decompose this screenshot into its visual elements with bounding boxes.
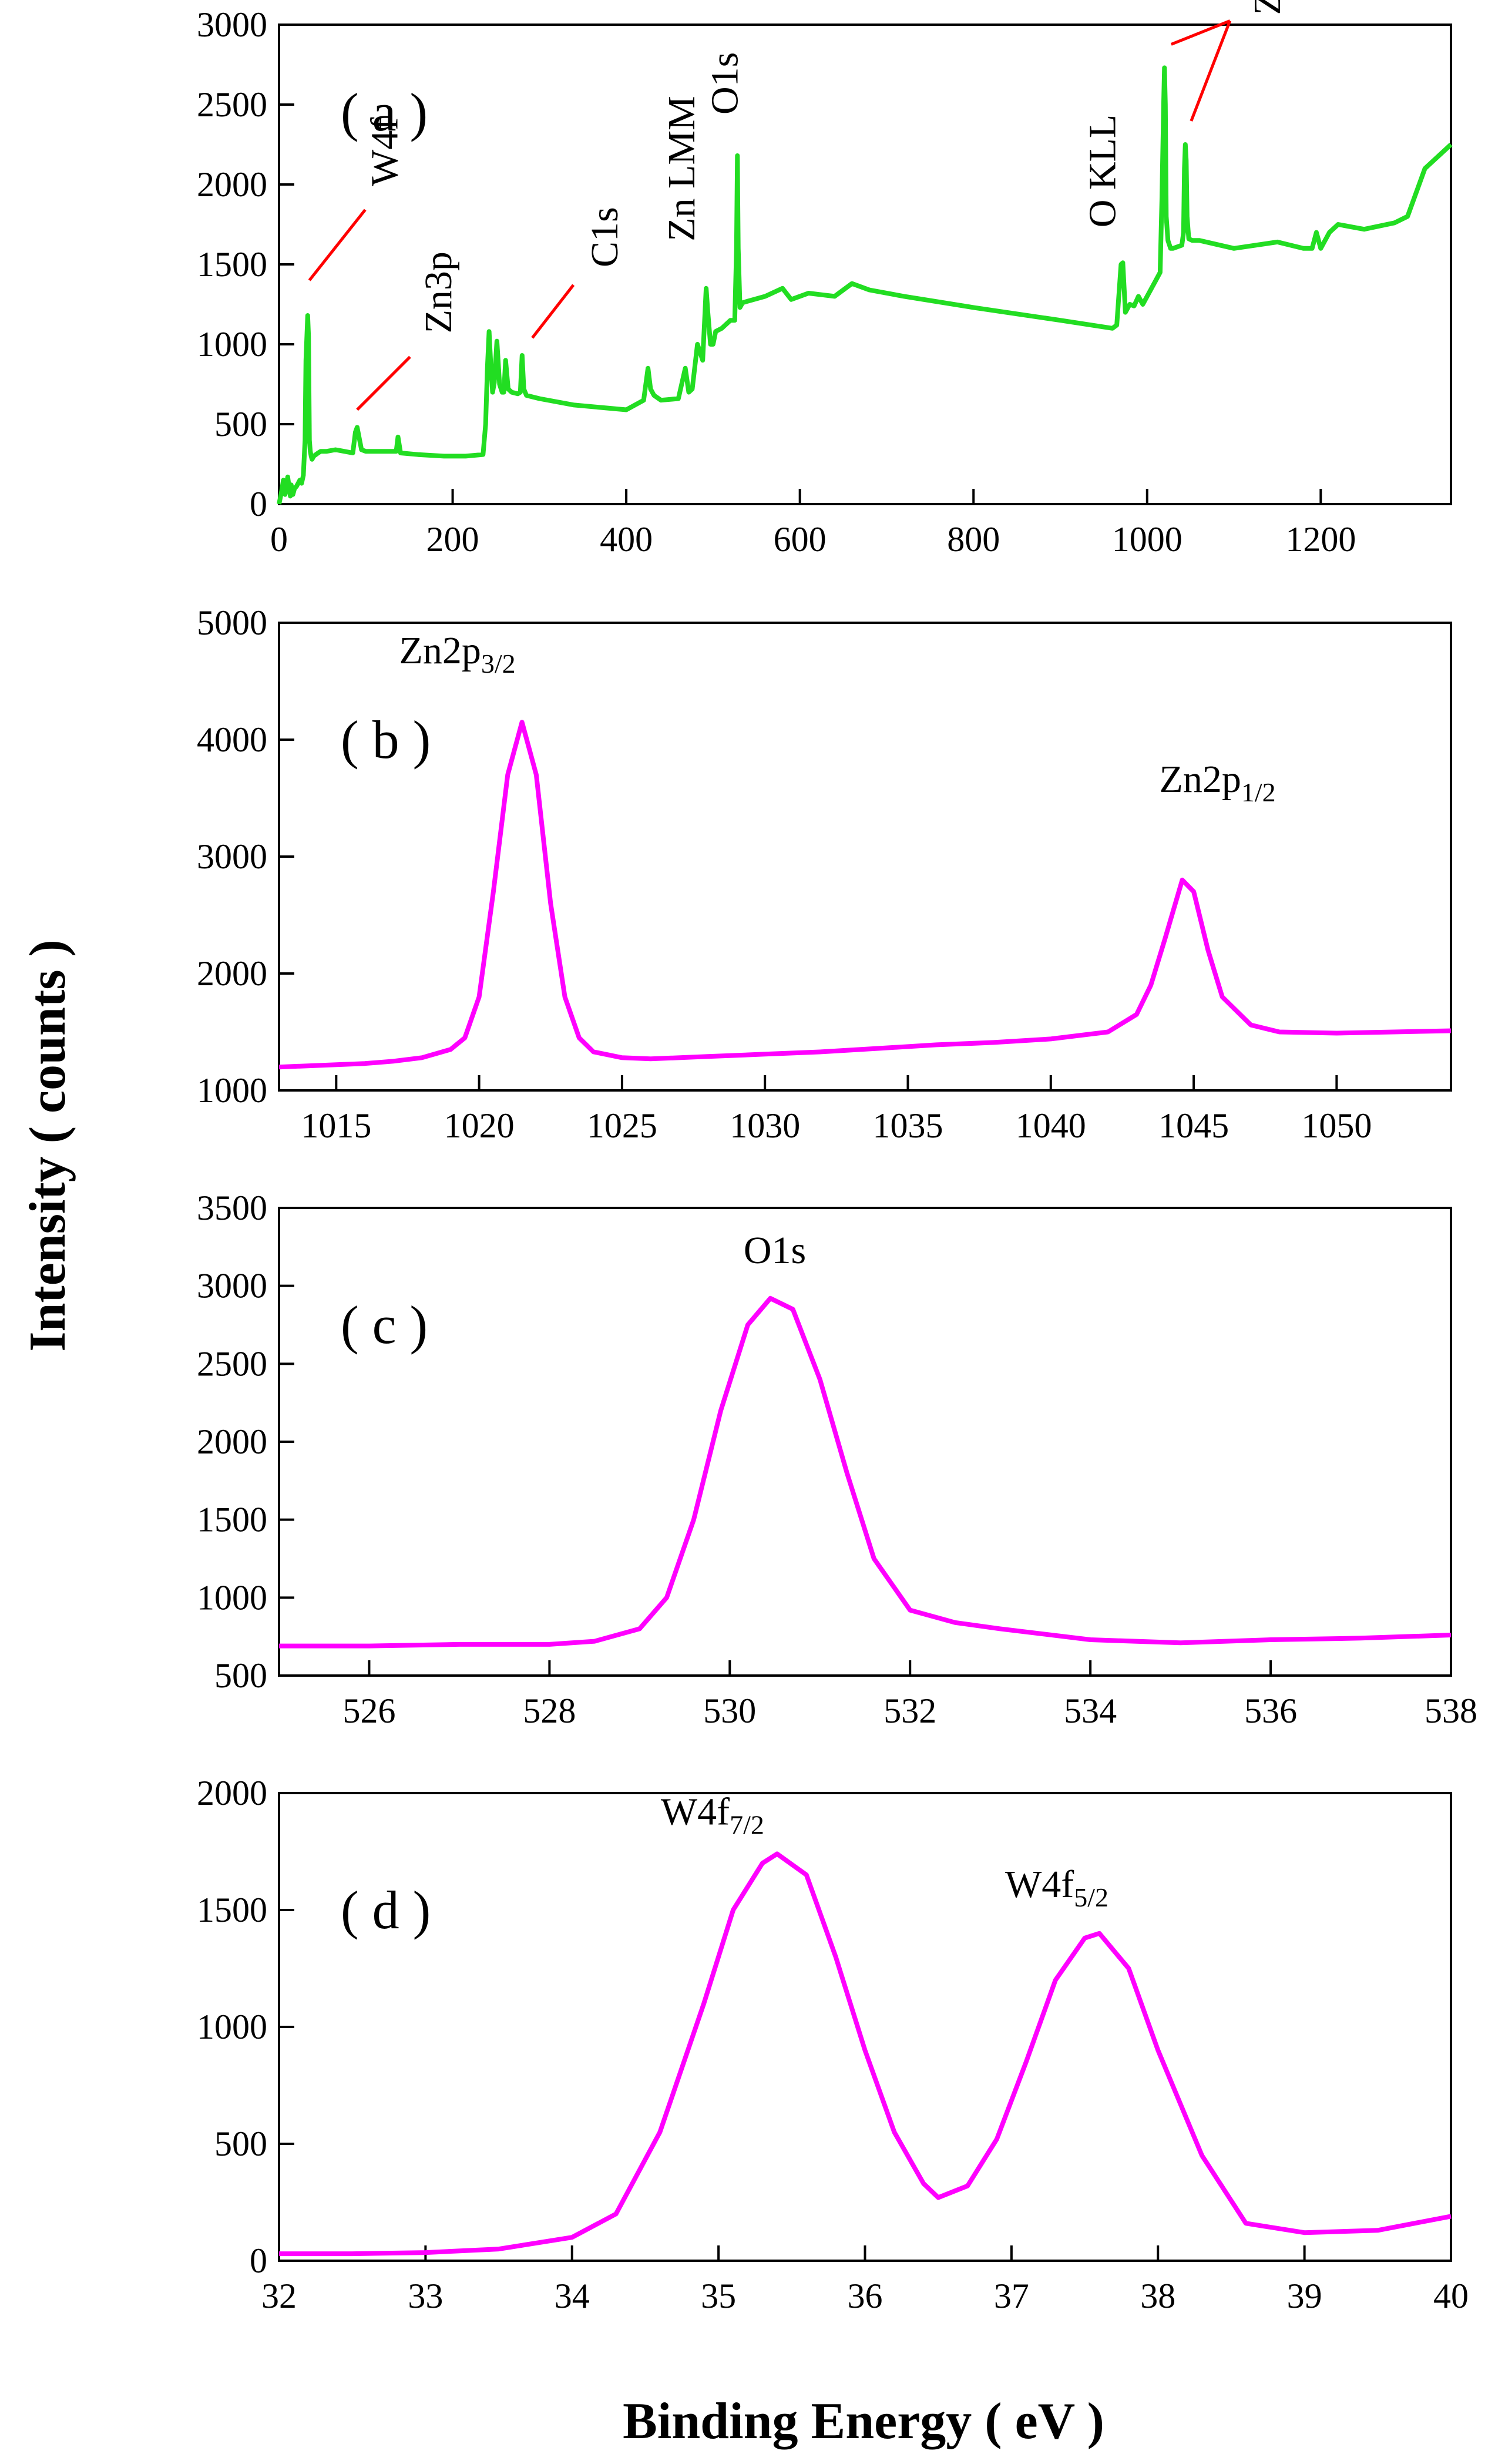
y-tick-label-b: 1000 (197, 1071, 267, 1110)
peak-label: Zn2p3/2 (399, 629, 516, 679)
y-tick-label-b: 2000 (197, 954, 267, 993)
peak-annotation: O1s (703, 52, 746, 115)
y-tick-label-a: 2500 (197, 85, 267, 124)
y-tick-label-c: 2500 (197, 1344, 267, 1383)
x-tick-label-d: 37 (994, 2277, 1029, 2315)
y-tick-label-a: 2000 (197, 165, 267, 204)
annotation-leader-line (1170, 19, 1231, 46)
y-tick-label-c: 500 (214, 1656, 267, 1695)
x-tick-label-d: 38 (1140, 2277, 1175, 2315)
peak-label-main: O1s (744, 1229, 806, 1272)
peak-annotation: O KLL (1081, 115, 1124, 227)
chart-panel-d: 32 33 34 35 36 37 38 39 40 0 500 1000 1500 2000 ( d ) W… (197, 1774, 1469, 2315)
x-tick-label-d: 35 (701, 2277, 736, 2315)
data-series-line-d (279, 1851, 1452, 2257)
y-tick-label-d: 1500 (197, 1891, 267, 1929)
y-tick-label-a: 3000 (197, 5, 267, 44)
peak-annotation: C1s (583, 207, 626, 267)
y-tick-label-a: 500 (214, 405, 267, 444)
y-tick-label-c: 1000 (197, 1578, 267, 1617)
x-tick-label-c: 536 (1244, 1691, 1297, 1730)
peak-annotation: Zn LMM (660, 96, 703, 241)
peak-label-main: W4f (1005, 1863, 1074, 1906)
x-tick-label-b: 1020 (444, 1106, 515, 1145)
x-tick-label-c: 538 (1425, 1691, 1477, 1730)
x-tick-label-a: 1000 (1112, 520, 1182, 559)
x-axis-title: Binding Energy ( eV ) (623, 2393, 1104, 2450)
y-tick-label-d: 500 (214, 2124, 267, 2163)
plot-frame-d (278, 1792, 1452, 2262)
y-tick-label-c: 1500 (197, 1500, 267, 1539)
chart-panel-b: 1015 1020 1025 1030 1035 1040 1045 1050 1000 2000… (197, 603, 1452, 1145)
peak-label-subscript: 1/2 (1241, 777, 1276, 807)
y-tick-label-d: 1000 (197, 2008, 267, 2046)
peak-label: O1s (744, 1229, 806, 1272)
y-tick-label-a: 1000 (197, 325, 267, 364)
peak-label-subscript: 3/2 (481, 649, 516, 679)
x-tick-label-a: 200 (426, 520, 479, 559)
x-tick-label-d: 40 (1433, 2277, 1469, 2315)
y-tick-label-d: 2000 (197, 1774, 267, 1812)
panel-label-d: ( d ) (341, 1880, 431, 1940)
annotation-leader-line (531, 284, 575, 339)
y-tick-label-b: 5000 (197, 603, 267, 642)
peak-label-main: W4f (661, 1790, 730, 1833)
peak-label-main: Zn2p (1160, 758, 1241, 801)
x-tick-label-a: 800 (947, 520, 1000, 559)
data-series-line-c (279, 1295, 1452, 1649)
x-tick-label-b: 1035 (872, 1106, 943, 1145)
peak-label-subscript: 7/2 (730, 1810, 764, 1839)
y-tick-label-c: 3000 (197, 1267, 267, 1305)
x-tick-label-b: 1050 (1301, 1106, 1372, 1145)
x-tick-label-a: 0 (270, 520, 288, 559)
x-tick-label-d: 36 (848, 2277, 883, 2315)
y-tick-label-b: 4000 (197, 720, 267, 759)
x-tick-label-a: 600 (774, 520, 827, 559)
peak-annotation: W4f (364, 118, 407, 186)
data-series-line-b (278, 720, 1452, 1070)
plot-frame-b (278, 622, 1452, 1092)
x-tick-label-c: 526 (342, 1691, 395, 1730)
x-tick-label-b: 1040 (1016, 1106, 1086, 1145)
peak-label-main: Zn2p (399, 629, 481, 672)
peak-label-subscript: 5/2 (1074, 1882, 1108, 1912)
plot-frame-c (278, 1207, 1452, 1677)
y-tick-label-a: 1500 (197, 245, 267, 284)
peak-annotation: Zn2p (1246, 0, 1289, 15)
y-tick-label-c: 3500 (197, 1189, 267, 1227)
annotation-leader-line (1190, 20, 1232, 122)
chart-panel-c: 526 528 530 532 534 536 538 500 1000 1500 2000 2500… (197, 1189, 1477, 1730)
annotation-leader-line (308, 209, 367, 281)
annotation-leader-line (356, 355, 411, 411)
x-tick-label-c: 532 (883, 1691, 936, 1730)
x-tick-label-c: 534 (1064, 1691, 1117, 1730)
x-tick-label-b: 1025 (587, 1106, 657, 1145)
y-axis-title: Intensity ( counts ) (19, 939, 76, 1352)
x-tick-label-b: 1015 (301, 1106, 371, 1145)
x-tick-label-b: 1030 (730, 1106, 800, 1145)
panel-label-b: ( b ) (341, 710, 431, 770)
panel-label-a: ( a ) (341, 82, 428, 142)
data-series-line-a (277, 65, 1453, 505)
y-tick-label-c: 2000 (197, 1422, 267, 1461)
x-tick-label-a: 400 (600, 520, 653, 559)
x-tick-label-d: 33 (408, 2277, 443, 2315)
panel-label-c: ( c ) (341, 1295, 428, 1355)
x-tick-label-c: 528 (523, 1691, 576, 1730)
x-tick-label-d: 32 (261, 2277, 297, 2315)
peak-label: Zn2p1/2 (1160, 758, 1276, 807)
y-tick-label-a: 0 (250, 485, 267, 523)
x-tick-label-d: 39 (1287, 2277, 1322, 2315)
peak-label: W4f7/2 (661, 1790, 764, 1839)
x-tick-label-a: 1200 (1285, 520, 1356, 559)
y-tick-label-d: 0 (250, 2241, 267, 2280)
x-tick-label-d: 34 (555, 2277, 590, 2315)
peak-annotation: Zn3p (417, 251, 460, 333)
x-tick-label-b: 1045 (1158, 1106, 1229, 1145)
chart-panel-a: 0 200 400 600 800 1000 1200 0 500 1000 1500 2000 250… (197, 0, 1453, 559)
y-tick-label-b: 3000 (197, 837, 267, 876)
peak-label: W4f5/2 (1005, 1863, 1108, 1912)
x-tick-label-c: 530 (703, 1691, 756, 1730)
